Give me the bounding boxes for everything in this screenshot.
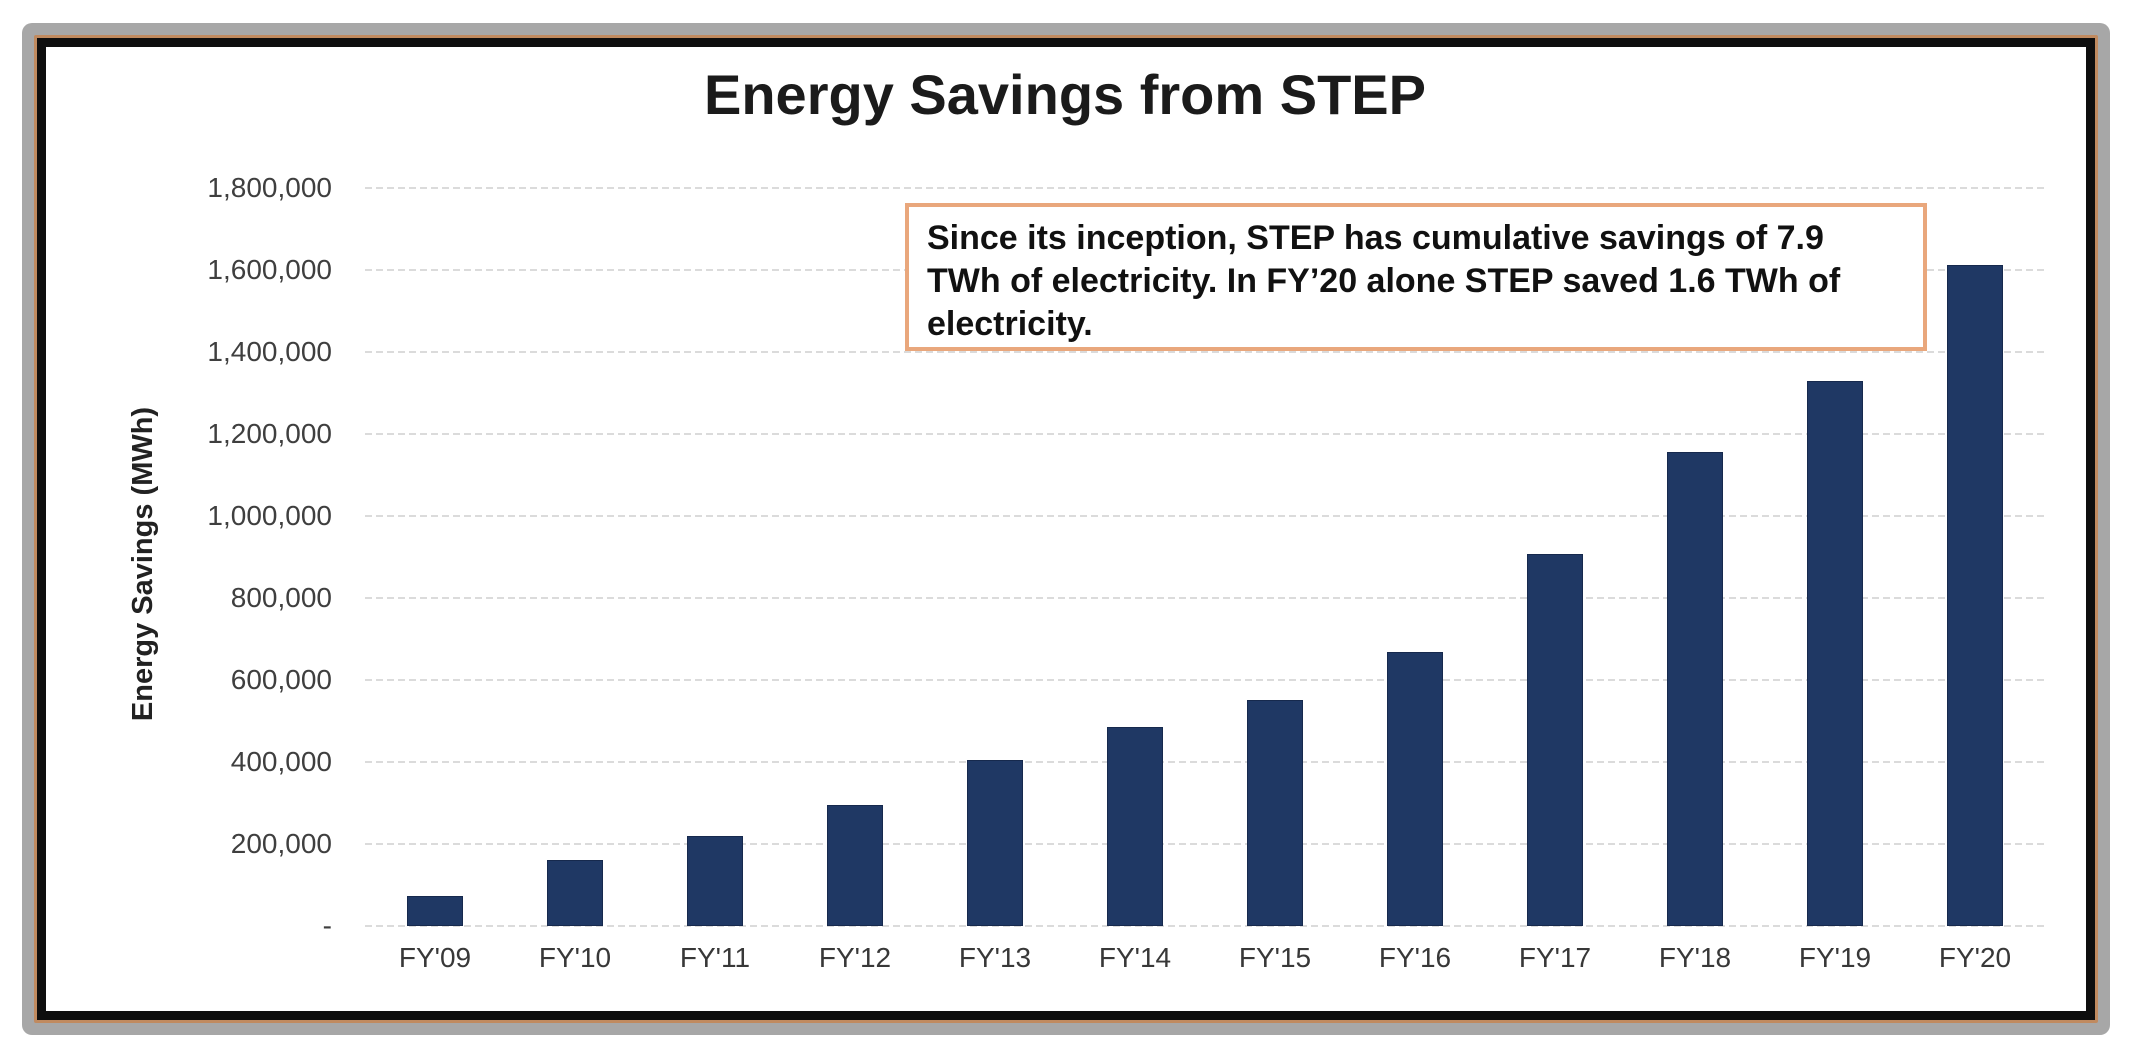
chart-title: Energy Savings from STEP [704, 63, 1426, 126]
x-tick-label: FY'10 [538, 942, 612, 973]
x-tick-label: FY'20 [1938, 942, 2012, 973]
annotation-box: Since its inception, STEP has cumulative… [905, 203, 1927, 351]
y-tick-label: 600,000 [230, 664, 332, 695]
plot-area [365, 187, 2045, 927]
gridline [365, 679, 2045, 681]
bar-fy16 [1387, 652, 1443, 926]
bar-fy11 [687, 835, 743, 926]
y-tick-label: 800,000 [230, 582, 332, 613]
x-tick-label: FY'12 [818, 942, 892, 973]
bar-fy10 [547, 860, 603, 926]
y-tick-label: 1,400,000 [207, 336, 332, 367]
x-tick-label: FY'18 [1658, 942, 1732, 973]
y-tick-label: 200,000 [230, 828, 332, 859]
x-tick-label: FY'09 [398, 942, 472, 973]
gridline [365, 925, 2045, 927]
x-tick-label: FY'15 [1238, 942, 1312, 973]
bar-fy17 [1527, 553, 1583, 926]
gridline [365, 433, 2045, 435]
gridline [365, 351, 2045, 353]
bar-fy20 [1947, 265, 2003, 926]
gridline [365, 843, 2045, 845]
bar-fy15 [1247, 699, 1303, 926]
gridline [365, 187, 2045, 189]
gridline [365, 761, 2045, 763]
x-tick-label: FY'14 [1098, 942, 1172, 973]
bar-fy13 [967, 759, 1023, 926]
y-tick-label: 1,200,000 [207, 418, 332, 449]
y-tick-label: 1,800,000 [207, 172, 332, 203]
y-tick-label: - [322, 910, 332, 941]
gridline [365, 597, 2045, 599]
x-tick-label: FY'16 [1378, 942, 1452, 973]
bar-fy09 [407, 896, 463, 926]
y-tick-label: 1,600,000 [207, 254, 332, 285]
bar-fy14 [1107, 727, 1163, 926]
x-tick-label: FY'13 [958, 942, 1032, 973]
x-tick-label: FY'11 [679, 942, 751, 973]
y-tick-label: 1,000,000 [207, 500, 332, 531]
bar-fy18 [1667, 452, 1723, 926]
x-tick-label: FY'19 [1798, 942, 1872, 973]
gridline [365, 515, 2045, 517]
x-tick-label: FY'17 [1518, 942, 1592, 973]
y-tick-label: 400,000 [230, 746, 332, 777]
bar-fy12 [827, 805, 883, 926]
bar-fy19 [1807, 380, 1863, 926]
